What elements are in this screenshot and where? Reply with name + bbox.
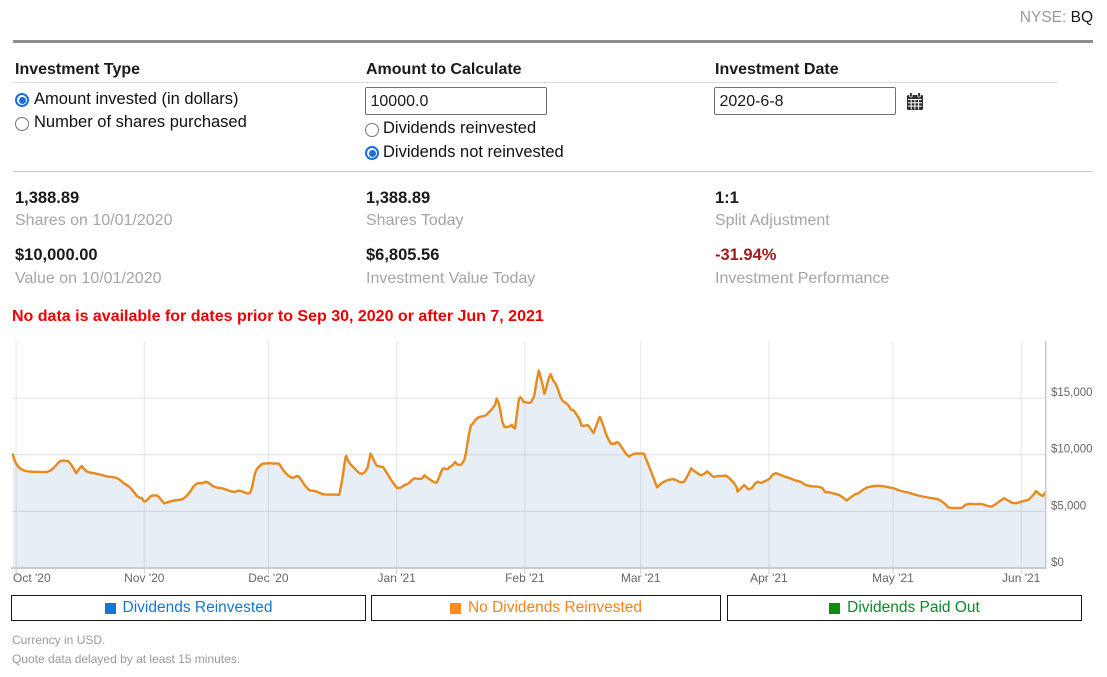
svg-text:Apr '21: Apr '21	[750, 571, 788, 585]
svg-text:Jun '21: Jun '21	[1002, 571, 1041, 585]
svg-text:$5,000: $5,000	[1051, 501, 1086, 513]
svg-text:Dec '20: Dec '20	[248, 571, 289, 585]
svg-text:$0: $0	[1051, 557, 1064, 569]
svg-text:$15,000: $15,000	[1051, 387, 1093, 399]
svg-text:Nov '20: Nov '20	[124, 571, 165, 585]
svg-text:Jan '21: Jan '21	[378, 571, 417, 585]
svg-text:Mar '21: Mar '21	[621, 571, 661, 585]
svg-text:May '21: May '21	[872, 571, 914, 585]
svg-text:Oct '20: Oct '20	[13, 571, 51, 585]
svg-text:Feb '21: Feb '21	[505, 571, 545, 585]
svg-text:$10,000: $10,000	[1051, 444, 1093, 456]
